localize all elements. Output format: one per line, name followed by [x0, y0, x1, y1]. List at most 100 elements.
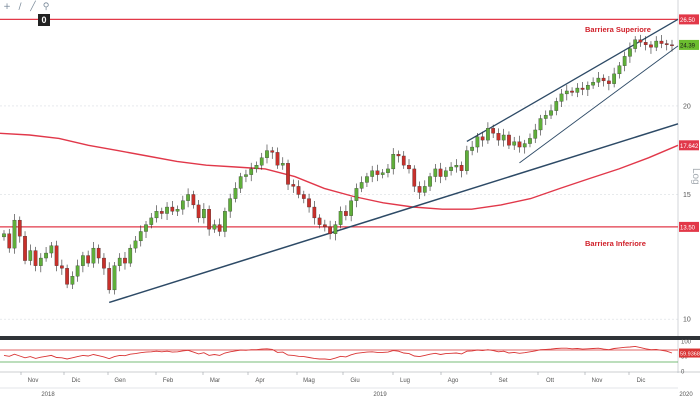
- candle-body-87: [459, 165, 464, 171]
- candle-body-82: [433, 168, 438, 177]
- candle-body-91: [480, 136, 485, 141]
- candle-body-94: [496, 133, 501, 141]
- candle-body-9: [49, 245, 54, 254]
- line-icon[interactable]: ╱: [30, 2, 36, 12]
- candle-body-10: [54, 245, 59, 266]
- candle-body-58: [307, 198, 311, 208]
- candle-body-78: [412, 168, 417, 187]
- candle-body-37: [196, 204, 201, 219]
- candle-body-27: [144, 224, 148, 232]
- candle-body-30: [159, 211, 164, 214]
- candle-body-49: [259, 157, 264, 166]
- candle-body-61: [323, 224, 327, 228]
- candle-body-116: [612, 73, 616, 84]
- candle-body-117: [617, 65, 622, 75]
- candle-body-46: [244, 174, 248, 177]
- barrier-levels: 26.50 13.50: [0, 14, 699, 232]
- x-tick-8: Lug: [400, 378, 410, 384]
- candle-body-0: [2, 233, 6, 238]
- candle-body-121: [638, 39, 643, 43]
- candle-body-80: [422, 186, 427, 193]
- candle-body-84: [443, 170, 448, 177]
- candle-body-92: [486, 128, 490, 141]
- x-tick-5: Apr: [255, 378, 264, 384]
- candle-body-40: [212, 224, 217, 230]
- candle-body-4: [23, 235, 27, 261]
- candle-body-1: [7, 233, 12, 249]
- candle-body-70: [370, 170, 375, 177]
- candle-body-31: [165, 206, 169, 214]
- candle-body-103: [543, 115, 548, 119]
- y-tick-1: 15: [683, 192, 691, 199]
- candle-body-2: [12, 219, 17, 249]
- candle-body-6: [33, 250, 38, 266]
- candle-body-48: [254, 165, 259, 170]
- rsi-panel: 05010059.9368: [0, 340, 700, 376]
- candle-body-127: [670, 44, 674, 46]
- candle-body-95: [501, 134, 506, 141]
- candle-body-55: [291, 184, 296, 187]
- y-tick-2: 20: [683, 103, 691, 110]
- rsi-value-badge: [679, 348, 700, 358]
- candle-body-109: [575, 87, 580, 93]
- candle-body-101: [533, 129, 538, 139]
- chart-toolbar: + ∕ ╱ ⚲: [2, 2, 51, 14]
- magnify-icon[interactable]: ⚲: [42, 2, 50, 12]
- candle-body-3: [17, 219, 22, 237]
- candle-body-88: [465, 150, 469, 171]
- candle-body-90: [475, 136, 480, 148]
- candle-body-29: [154, 211, 159, 219]
- candle-body-18: [96, 247, 101, 259]
- candle-body-74: [391, 154, 396, 170]
- x-tick-12: Nov: [592, 378, 603, 384]
- moving-average: 17.642: [0, 132, 699, 210]
- candle-body-13: [70, 276, 75, 285]
- candle-body-7: [38, 257, 43, 266]
- candle-body-20: [107, 268, 112, 291]
- candle-body-16: [86, 255, 91, 264]
- candle-body-43: [228, 198, 233, 212]
- annotation-lower-barrier: Barriera Inferiore: [585, 239, 646, 248]
- candle-body-77: [407, 165, 411, 170]
- candle-body-93: [491, 128, 496, 134]
- candle-body-86: [454, 165, 459, 168]
- candle-body-33: [175, 209, 180, 212]
- candle-body-45: [238, 176, 243, 189]
- zero-badge[interactable]: 0: [38, 14, 50, 26]
- annotations: Barriera Superiore Barriera Inferiore: [585, 25, 651, 248]
- candle-body-66: [349, 200, 353, 216]
- candle-body-99: [522, 143, 527, 148]
- channel-upper-trendline: [466, 18, 679, 143]
- channel-lower-trendline: [519, 45, 679, 164]
- candle-body-56: [296, 186, 301, 195]
- candle-body-36: [191, 194, 196, 206]
- panel-divider: [0, 336, 700, 340]
- candle-body-114: [601, 77, 606, 82]
- pencil-icon[interactable]: ∕: [18, 2, 22, 12]
- candle-body-96: [507, 134, 511, 146]
- candle-body-124: [654, 40, 659, 48]
- candle-body-122: [643, 42, 648, 45]
- x-tick-9: Ago: [448, 378, 459, 384]
- barrier-badge-0: [679, 14, 699, 25]
- candle-body-73: [386, 168, 390, 173]
- candle-body-41: [217, 224, 222, 232]
- x-tick-7: Giu: [350, 378, 359, 384]
- plus-icon[interactable]: +: [3, 2, 11, 12]
- x-tick-1: Dic: [72, 378, 81, 384]
- candle-body-89: [470, 146, 474, 151]
- candle-body-35: [186, 194, 190, 201]
- candle-body-115: [607, 80, 611, 84]
- moving-average-badge-text: 17.642: [680, 144, 699, 150]
- candle-body-39: [207, 209, 211, 230]
- candle-body-81: [428, 176, 432, 187]
- candle-body-85: [449, 166, 453, 171]
- candle-body-42: [223, 211, 227, 232]
- candle-body-28: [149, 217, 154, 225]
- candle-body-38: [202, 209, 206, 219]
- candle-body-63: [333, 224, 338, 234]
- candle-body-21: [112, 265, 117, 291]
- moving-average-badge: [679, 140, 699, 151]
- candle-body-26: [138, 231, 143, 242]
